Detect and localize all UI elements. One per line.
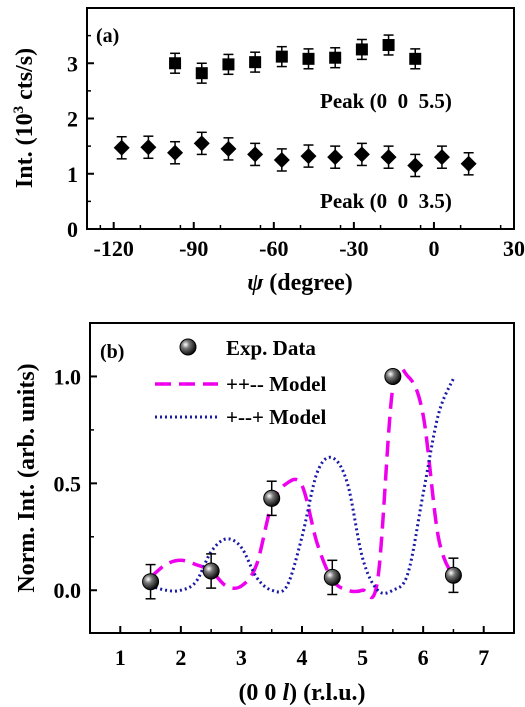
panel-a-xtick-label: -60 <box>259 236 288 261</box>
data-point-diamond <box>433 149 450 166</box>
panel-a-ylabel-post: cts/s) <box>12 48 38 106</box>
panel-b-xtick-label: 4 <box>297 645 308 670</box>
panel-a-ytick-label: 2 <box>67 107 78 132</box>
data-point-square <box>275 50 288 63</box>
data-point-diamond <box>300 148 317 165</box>
panel-b-legend: Exp. Data ++-- Model +--+ Model <box>155 336 326 429</box>
panel-b-ticks: 1 2 3 4 5 6 7 0.0 0.5 1.0 <box>54 364 490 670</box>
data-point-diamond <box>113 139 130 156</box>
data-point-square <box>355 43 368 56</box>
legend-label-pp-mm-model: ++-- Model <box>226 372 326 396</box>
model-curve-pp-mm <box>149 365 456 600</box>
panel-b-chart: (b) 1 2 3 4 5 6 7 0.0 0.5 1.0 Exp. Data ++-- Mode… <box>14 322 515 706</box>
panel-a-ylabel-sup: 3 <box>11 106 27 114</box>
data-point-square <box>169 57 182 70</box>
panel-b-ytick-label: 0.5 <box>54 471 82 496</box>
data-point-diamond <box>353 146 370 163</box>
series-label-peak-5-5: Peak (0 0 5.5) <box>320 89 452 113</box>
legend-label-exp-data: Exp. Data <box>226 336 316 360</box>
panel-a-ticks: -120 -90 -60 -30 0 30 0 1 2 3 <box>67 34 525 261</box>
panel-a-xtick-label: 30 <box>503 236 525 261</box>
panel-b-xlabel-pre: (0 0 <box>238 680 282 706</box>
panel-a-xtick-label: -120 <box>94 236 134 261</box>
model-curve-pm-mp <box>150 377 455 595</box>
panel-b-xtick-label: 7 <box>478 645 489 670</box>
data-point-diamond <box>247 146 264 163</box>
legend-label-pm-mp-model: +--+ Model <box>226 405 326 429</box>
data-point-diamond <box>140 139 157 156</box>
panel-a-ylabel-pre: Int. (10 <box>12 113 38 188</box>
panel-b-ylabel: Norm. Int. (arb. units) <box>14 363 40 592</box>
data-point-diamond <box>220 140 237 157</box>
data-point-square <box>409 52 422 65</box>
exp-data-point <box>384 367 402 385</box>
panel-b-ytick-label: 0.0 <box>54 578 82 603</box>
data-point-diamond <box>460 155 477 172</box>
panel-b-xtick-label: 1 <box>115 645 126 670</box>
panel-b-marks <box>142 365 462 600</box>
data-point-diamond <box>273 151 290 168</box>
data-point-diamond <box>193 135 210 152</box>
panel-b-xlabel-post: ) (r.l.u.) <box>289 680 365 706</box>
panel-b-label: (b) <box>100 341 124 363</box>
legend-marker-exp-data <box>179 338 197 356</box>
panel-a-xtick-label: -90 <box>179 236 208 261</box>
exp-data-point <box>323 568 341 586</box>
panel-a-xlabel-rest: (degree) <box>263 270 353 296</box>
panel-b-xtick-label: 2 <box>175 645 186 670</box>
panel-a-label: (a) <box>96 25 119 47</box>
panel-b-ytick-label: 1.0 <box>54 364 82 389</box>
panel-a-xtick-label: 0 <box>428 236 439 261</box>
data-point-square <box>302 52 315 65</box>
data-point-diamond <box>167 144 184 161</box>
panel-a-xlabel-symbol: ψ <box>247 270 264 296</box>
data-point-diamond <box>327 149 344 166</box>
panel-b-xlabel: (0 0 l) (r.l.u.) <box>238 680 365 706</box>
data-point-square <box>222 58 235 71</box>
exp-data-point <box>142 573 160 591</box>
series-label-peak-3-5: Peak (0 0 3.5) <box>320 189 452 213</box>
panel-b-xtick-label: 5 <box>357 645 368 670</box>
panel-a-ytick-label: 1 <box>67 162 78 187</box>
panel-a-xtick-label: -30 <box>339 236 368 261</box>
data-point-diamond <box>407 157 424 174</box>
data-point-square <box>249 56 262 69</box>
panel-a-ylabel: Int. (103 cts/s) <box>11 48 38 188</box>
exp-data-point <box>202 562 220 580</box>
exp-data-point <box>263 489 281 507</box>
panel-a-ytick-label: 0 <box>67 217 78 242</box>
panel-a-xlabel: ψ (degree) <box>247 270 353 296</box>
data-point-square <box>382 39 395 52</box>
panel-a-marks <box>113 34 477 178</box>
data-point-diamond <box>380 149 397 166</box>
data-point-square <box>195 67 208 80</box>
panel-b-xlabel-l: l <box>282 680 289 706</box>
exp-data-point <box>444 566 462 584</box>
panel-b-xtick-label: 3 <box>236 645 247 670</box>
panel-b-xtick-label: 6 <box>418 645 429 670</box>
panel-a-ytick-label: 3 <box>67 51 78 76</box>
data-point-square <box>329 51 342 64</box>
